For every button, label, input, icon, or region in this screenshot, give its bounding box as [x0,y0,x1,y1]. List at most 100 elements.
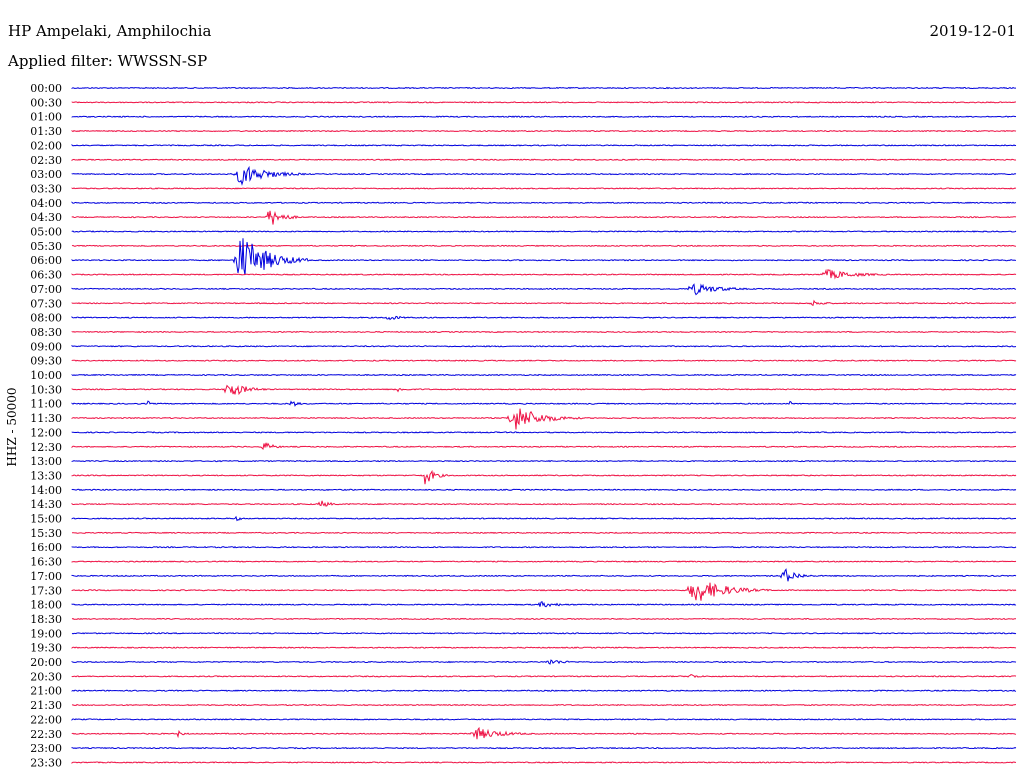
trace-line-0200 [71,143,1017,147]
trace-line-1730 [71,582,1017,601]
trace-line-1630 [71,560,1017,563]
trace-line-2300 [71,746,1017,750]
trace-line-1900 [71,632,1017,635]
time-tick-label: 16:30 [30,556,62,569]
trace-line-2130 [71,703,1016,707]
date-label: 2019-12-01 [929,22,1016,40]
time-tick-label: 10:30 [30,383,62,396]
trace-line-0300 [71,165,1017,186]
time-tick-label: 14:30 [30,498,62,511]
time-tick-label: 00:30 [30,96,62,109]
time-tick-label: 04:30 [30,211,62,224]
trace-line-0100 [71,115,1017,118]
time-tick-label: 19:00 [30,627,62,640]
time-tick-label: 20:30 [30,670,62,683]
trace-line-0630 [71,268,1017,280]
time-tick-label: 08:00 [30,312,62,325]
station-title: HP Ampelaki, Amphilochia [8,22,212,40]
time-tick-label: 01:00 [30,111,62,124]
trace-line-0500 [71,230,1017,233]
time-tick-label: 22:00 [30,713,62,726]
trace-line-1830 [71,617,1016,621]
time-tick-label: 05:30 [30,240,62,253]
time-tick-label: 09:00 [30,340,62,353]
trace-line-0000 [71,86,1016,90]
time-tick-label: 23:30 [30,756,62,769]
trace-line-0930 [71,359,1017,362]
trace-line-0800 [71,315,1017,321]
trace-line-1130 [71,408,1017,430]
trace-line-1230 [71,442,1017,451]
time-tick-label: 23:00 [30,742,62,755]
trace-line-2100 [71,689,1017,692]
trace-line-2230 [71,726,1017,740]
trace-line-1200 [71,431,1017,434]
time-tick-label: 18:30 [30,613,62,626]
trace-line-0600 [71,238,1017,276]
time-tick-label: 00:00 [30,82,62,95]
time-tick-label: 18:00 [30,599,62,612]
trace-line-1100 [71,400,1017,407]
trace-line-0530 [71,244,1017,247]
time-tick-label: 09:30 [30,355,62,368]
time-tick-label: 17:00 [30,570,62,583]
time-tick-label: 20:00 [30,656,62,669]
time-tick-label: 11:00 [30,398,62,411]
trace-line-1430 [71,500,1017,507]
time-tick-label: 02:30 [30,154,62,167]
trace-line-1000 [71,373,1017,377]
time-tick-label: 19:30 [30,642,62,655]
trace-line-1800 [71,600,1017,608]
trace-line-2330 [71,761,1016,764]
time-tick-label: 03:30 [30,182,62,195]
trace-line-0130 [71,129,1017,133]
trace-line-0730 [71,299,1017,307]
trace-line-1300 [71,459,1017,463]
trace-line-0330 [71,187,1017,190]
time-tick-label: 03:00 [30,168,62,181]
trace-line-2030 [71,674,1017,679]
trace-line-2200 [71,718,1017,721]
time-tick-label: 04:00 [30,197,62,210]
trace-line-1600 [71,545,1017,549]
time-tick-label: 13:30 [30,469,62,482]
time-tick-label: 21:00 [30,685,62,698]
trace-line-0230 [71,158,1017,162]
trace-line-2000 [71,659,1017,665]
time-tick-label: 02:00 [30,139,62,152]
trace-line-0830 [71,330,1016,334]
time-tick-label: 10:00 [30,369,62,382]
time-tick-label: 01:30 [30,125,62,138]
trace-line-0400 [71,201,1017,204]
time-tick-label: 06:30 [30,269,62,282]
time-tick-label: 15:30 [30,527,62,540]
trace-line-0900 [71,344,1017,348]
trace-line-0030 [71,101,1016,104]
trace-line-1930 [71,646,1017,649]
time-tick-label: 08:30 [30,326,62,339]
time-tick-label: 07:00 [30,283,62,296]
time-tick-label: 05:00 [30,226,62,239]
trace-line-0430 [71,210,1017,225]
time-tick-label: 11:30 [30,412,62,425]
time-tick-label: 12:30 [30,441,62,454]
time-tick-label: 06:00 [30,254,62,267]
trace-line-1500 [71,515,1017,522]
trace-line-1330 [71,469,1017,485]
time-tick-label: 07:30 [30,297,62,310]
trace-line-1700 [71,568,1017,582]
time-tick-label: 22:30 [30,728,62,741]
trace-group [71,86,1017,764]
trace-line-1400 [71,488,1017,491]
time-tick-label: 21:30 [30,699,62,712]
filter-label: Applied filter: WWSSN-SP [8,52,208,70]
time-tick-label: 14:00 [30,484,62,497]
time-tick-label: 16:00 [30,541,62,554]
trace-line-1530 [71,531,1017,534]
time-tick-label: 17:30 [30,584,62,597]
trace-line-0700 [71,283,1017,296]
trace-line-1030 [71,384,1017,396]
time-tick-label: 15:00 [30,513,62,526]
